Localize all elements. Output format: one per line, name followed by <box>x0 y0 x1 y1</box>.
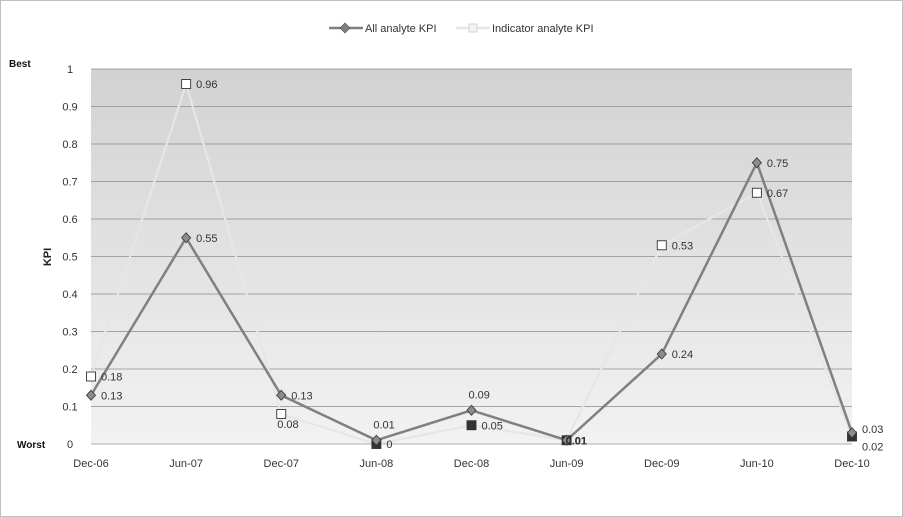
data-label-all-analyte: 0.55 <box>196 233 217 245</box>
all-analyte-marker <box>656 348 667 360</box>
data-label-indicator-analyte: 0.67 <box>767 188 788 200</box>
x-tick-label: Dec-09 <box>644 458 679 470</box>
data-label-indicator-analyte: 0.08 <box>277 419 298 431</box>
all-analyte-marker <box>276 389 287 401</box>
data-label-indicator-analyte: 0.53 <box>672 240 693 252</box>
all-analyte-marker <box>561 434 572 446</box>
data-label-indicator-analyte: 0.05 <box>482 420 503 432</box>
data-label-all-analyte: 0.03 <box>862 424 883 436</box>
x-tick-label: Dec-06 <box>73 458 108 470</box>
data-label-indicator-analyte: 0.01 <box>566 435 587 447</box>
x-tick-label: Dec-08 <box>454 458 489 470</box>
indicator-marker <box>751 187 762 198</box>
data-label-indicator-analyte: 0.18 <box>101 372 122 384</box>
data-label-indicator-analyte: 0.96 <box>196 79 217 91</box>
x-axis-ticks: Dec-06 Jun-07 Dec-07 Jun-08 Dec-08 Jun-09 Dec-… <box>73 458 869 470</box>
y-tick-label: 0.6 <box>62 214 77 226</box>
indicator-marker <box>86 371 96 382</box>
x-tick-label: Jun-07 <box>169 458 203 470</box>
data-label-all-analyte: 0.01 <box>566 435 587 447</box>
legend-label-indicator-analyte: Indicator analyte KPI <box>492 23 594 35</box>
worst-label: Worst <box>17 440 46 451</box>
data-label-all-analyte: 0.24 <box>672 349 693 361</box>
data-label-all-analyte: 0.13 <box>101 390 122 402</box>
all-analyte-marker <box>85 389 97 401</box>
all-analyte-marker <box>371 434 382 446</box>
legend-marker-diamond-icon <box>339 22 351 34</box>
all-analyte-marker <box>181 232 192 244</box>
y-axis-title: KPI <box>42 248 54 266</box>
all-analyte-marker <box>751 157 762 169</box>
data-label-indicator-analyte: 0 <box>386 439 392 451</box>
legend-marker-square-icon <box>468 23 478 33</box>
series-layer: 0.13 0.55 0.13 0.01 0.09 0.01 0.24 0.75 0.03 0.18… <box>85 79 883 454</box>
y-tick-label: 0.8 <box>62 139 77 151</box>
indicator-marker <box>466 420 477 431</box>
y-tick-label: 0.9 <box>62 102 77 114</box>
data-label-all-analyte: 0.09 <box>469 389 490 401</box>
x-tick-label: Dec-07 <box>264 458 299 470</box>
y-tick-label: 1 <box>67 64 73 76</box>
x-tick-label: Jun-10 <box>740 458 774 470</box>
data-label-all-analyte: 0.01 <box>373 419 394 431</box>
y-tick-label: 0.2 <box>62 364 77 376</box>
legend-label-all-analyte: All analyte KPI <box>365 23 437 35</box>
all-analyte-marker <box>466 404 477 416</box>
indicator-marker <box>276 409 287 419</box>
data-label-all-analyte: 0.75 <box>767 158 788 170</box>
all-analyte-marker <box>846 427 858 439</box>
y-tick-label: 0.5 <box>62 252 77 264</box>
x-tick-label: Jun-09 <box>550 458 584 470</box>
best-label: Best <box>9 59 31 70</box>
indicator-marker <box>656 240 667 251</box>
indicator-marker <box>181 79 192 89</box>
y-tick-label: 0 <box>67 439 73 451</box>
y-tick-label: 0.3 <box>62 327 77 339</box>
data-label-indicator-analyte: 0.02 <box>862 442 883 454</box>
y-axis-ticks: 0 0.1 0.2 0.3 0.4 0.5 0.6 0.7 0.8 0.9 1 <box>62 64 77 451</box>
x-tick-label: Dec-10 <box>834 458 869 470</box>
x-tick-label: Jun-08 <box>360 458 394 470</box>
y-tick-label: 0.7 <box>62 177 77 189</box>
legend: All analyte KPI Indicator analyte KPI <box>329 22 594 35</box>
data-label-all-analyte: 0.13 <box>291 390 312 402</box>
y-tick-label: 0.4 <box>62 289 77 301</box>
y-tick-label: 0.1 <box>62 402 77 414</box>
